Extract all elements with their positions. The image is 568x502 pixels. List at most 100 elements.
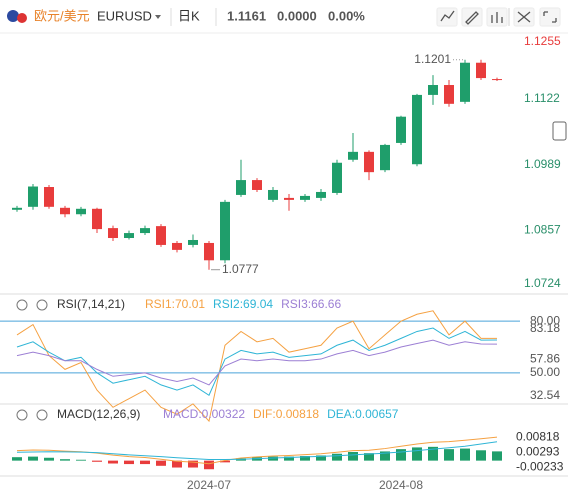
histogram-bar: [76, 459, 86, 461]
candle-body: [476, 62, 486, 79]
eye-icon[interactable]: [16, 409, 28, 421]
histogram-bar: [172, 460, 182, 468]
fullscreen-icon: [543, 11, 557, 23]
y-tick-label: 1.1122: [524, 91, 560, 105]
candle-body: [348, 151, 358, 160]
histogram-bar: [188, 460, 198, 468]
candle-body: [444, 85, 454, 104]
annotation: 1.1201: [414, 52, 451, 66]
candle-body: [12, 207, 22, 210]
histogram-bar: [284, 456, 294, 461]
tool-button[interactable]: [461, 7, 483, 27]
legend-entry: DIF:0.00818: [253, 407, 319, 421]
y-tick-label: 83.18: [530, 321, 560, 335]
price: 1.1161: [227, 8, 266, 23]
y-tick-label: 0.00818: [516, 429, 560, 443]
macd-line: [16, 441, 498, 460]
rsi-line: [16, 327, 498, 396]
candle-body: [284, 197, 294, 200]
x-tick-label: 2024-08: [379, 478, 423, 492]
candle-body: [140, 228, 150, 234]
candle-body: [252, 180, 262, 190]
reference-label: 80.00: [530, 313, 560, 327]
x-tick-label: 2024-07: [187, 478, 231, 492]
y-tick-label: 57.86: [530, 351, 560, 365]
legend-entry: RSI1:70.01: [145, 297, 205, 311]
candle-body: [188, 239, 198, 245]
flag-icon: [17, 13, 27, 23]
legend-entry: RSI3:66.66: [281, 297, 341, 311]
change: 0.0000: [277, 8, 317, 23]
rsi-title: RSI(7,14,21): [57, 297, 125, 311]
candle-body: [396, 116, 406, 143]
rsi-line: [16, 310, 498, 423]
y-tick-label: 1.0857: [524, 222, 561, 236]
histogram-bar: [268, 456, 278, 461]
candle-body: [332, 162, 342, 193]
dropdown-icon[interactable]: [155, 15, 161, 19]
histogram-bar: [108, 460, 118, 464]
tool-button[interactable]: [539, 7, 561, 27]
histogram-bar: [412, 447, 422, 461]
candle-body: [204, 242, 214, 261]
candle-body: [492, 79, 502, 81]
histogram-bar: [364, 453, 374, 461]
period[interactable]: 日K: [178, 8, 200, 23]
legend-entry: DEA:0.00657: [327, 407, 399, 421]
bars-icon: [491, 12, 503, 23]
candle-body: [76, 208, 86, 215]
candle-body: [380, 144, 390, 171]
macd-title: MACD(12,26,9): [57, 407, 140, 421]
histogram-bar: [204, 460, 214, 470]
candle-body: [300, 195, 310, 200]
symbol[interactable]: EURUSD: [97, 8, 152, 23]
reference-label: 50.00: [530, 365, 560, 379]
side-button[interactable]: [552, 121, 567, 141]
histogram-bar: [492, 451, 502, 461]
histogram-bar: [316, 455, 326, 461]
flag-icon: [7, 10, 19, 22]
pair-name[interactable]: 欧元/美元: [34, 8, 90, 23]
histogram-bar: [444, 449, 454, 461]
candle-body: [172, 242, 182, 250]
histogram-bar: [332, 453, 342, 461]
candle-body: [124, 233, 134, 239]
eye-icon[interactable]: [16, 299, 28, 311]
histogram-bar: [396, 449, 406, 461]
settings-icon[interactable]: [36, 409, 48, 421]
candle-body: [220, 201, 230, 261]
histogram-bar: [156, 460, 166, 466]
histogram-bar: [60, 459, 70, 461]
candle-body: [92, 208, 102, 230]
histogram-bar: [124, 460, 134, 465]
histogram-bar: [428, 446, 438, 461]
toolbar: 欧元/美元 EURUSD 日K 1.1161 0.0000 0.00%: [7, 7, 561, 27]
macd-line: [16, 436, 498, 465]
y-tick-label: 1.0989: [524, 157, 561, 171]
candle-body: [316, 191, 326, 198]
candle-body: [44, 187, 54, 207]
histogram-bar: [220, 460, 230, 463]
y-tick-label: 0.00293: [516, 444, 560, 458]
y-tick-label: 1.1255: [524, 34, 561, 48]
collapse-icon: [517, 11, 531, 23]
candle-body: [460, 62, 470, 102]
settings-icon[interactable]: [36, 299, 48, 311]
histogram-bar: [12, 457, 22, 461]
candle-body: [156, 226, 166, 245]
histogram-bar: [476, 450, 486, 461]
histogram-bar: [28, 456, 38, 461]
histogram-bar: [380, 451, 390, 461]
candle-body: [60, 207, 70, 215]
histogram-bar: [44, 457, 54, 461]
change-pct: 0.00%: [328, 8, 365, 23]
histogram-bar: [92, 460, 102, 462]
candle-body: [428, 85, 438, 95]
y-tick-label: -0.00233: [516, 459, 564, 473]
histogram-bar: [140, 460, 150, 465]
rsi-line: [16, 339, 498, 386]
candle-body: [28, 186, 38, 207]
candle-body: [364, 151, 374, 173]
legend-entry: MACD:0.00322: [163, 407, 245, 421]
